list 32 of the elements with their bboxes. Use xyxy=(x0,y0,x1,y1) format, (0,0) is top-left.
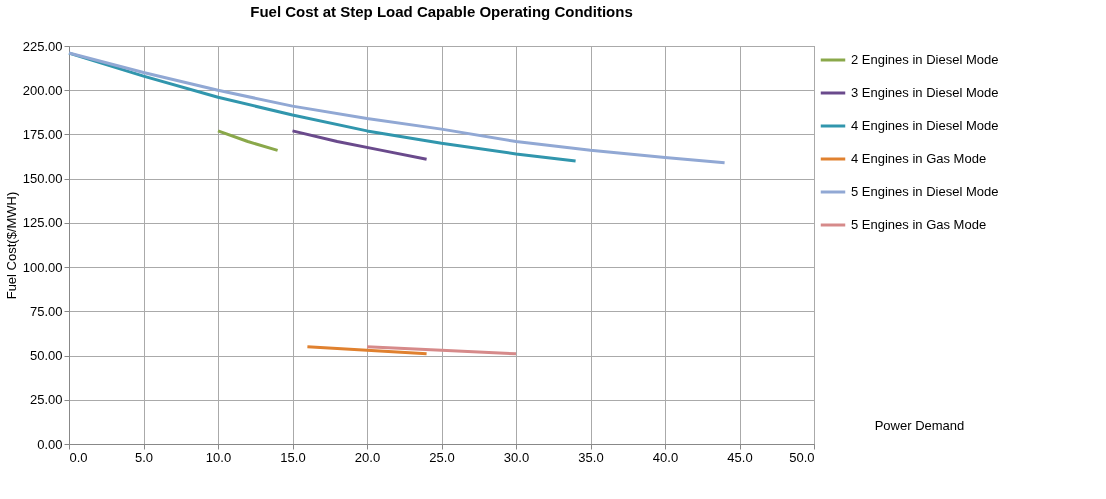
y-tick-label: 50.00 xyxy=(29,348,63,364)
y-tick-label: 75.00 xyxy=(29,303,63,319)
y-tick-label: 225.00 xyxy=(22,38,63,54)
legend-label: 3 Engines in Diesel Mode xyxy=(851,85,999,100)
x-tick-label: 20.0 xyxy=(354,449,381,465)
y-tick-label: 125.00 xyxy=(22,215,63,231)
x-tick-label: 45.0 xyxy=(727,449,753,465)
x-tick-label: 10.0 xyxy=(205,449,232,465)
legend-label: 5 Engines in Gas Mode xyxy=(851,217,987,232)
legend-label: 5 Engines in Diesel Mode xyxy=(851,184,999,199)
y-tick-label: 25.00 xyxy=(29,392,63,408)
y-tick-label: 200.00 xyxy=(22,82,63,98)
x-tick-label: 30.0 xyxy=(503,449,530,465)
legend-label: 4 Engines in Gas Mode xyxy=(851,151,987,166)
x-tick-label: 0.0 xyxy=(69,449,88,465)
y-axis-title: Fuel Cost($/MWH) xyxy=(3,191,19,300)
y-tick-label: 150.00 xyxy=(22,171,63,187)
line-series xyxy=(67,51,727,165)
legend-label: 4 Engines in Diesel Mode xyxy=(851,118,999,133)
x-tick-label: 5.0 xyxy=(134,449,154,465)
chart-title: Fuel Cost at Step Load Capable Operating Conditions xyxy=(250,3,633,20)
x-axis-title: Power Demand xyxy=(874,417,965,433)
legend-label: 2 Engines in Diesel Mode xyxy=(851,52,999,67)
x-tick-label: 50.0 xyxy=(789,449,815,465)
x-tick-label: 15.0 xyxy=(280,449,306,465)
y-tick-label: 175.00 xyxy=(22,126,63,142)
x-tick-label: 40.0 xyxy=(652,449,679,465)
y-tick-label: 0.00 xyxy=(37,436,63,452)
y-tick-label: 100.00 xyxy=(22,259,63,275)
x-tick-label: 25.0 xyxy=(429,449,455,465)
x-tick-label: 35.0 xyxy=(578,449,604,465)
line-series xyxy=(291,129,429,161)
